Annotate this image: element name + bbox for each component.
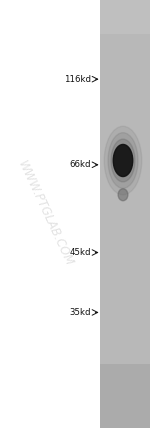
Ellipse shape bbox=[108, 133, 138, 188]
Text: WWW.PTGLAB.COM: WWW.PTGLAB.COM bbox=[15, 159, 75, 269]
Bar bbox=[100, 364, 150, 428]
Text: 66kd: 66kd bbox=[70, 160, 91, 169]
Bar bbox=[100, 0, 150, 428]
Text: 116kd: 116kd bbox=[64, 74, 91, 84]
Text: 35kd: 35kd bbox=[70, 308, 91, 317]
Ellipse shape bbox=[113, 145, 133, 177]
Bar bbox=[100, 0, 150, 34]
Ellipse shape bbox=[104, 126, 142, 195]
Ellipse shape bbox=[111, 139, 135, 182]
Text: 45kd: 45kd bbox=[70, 248, 91, 257]
Ellipse shape bbox=[118, 189, 128, 201]
